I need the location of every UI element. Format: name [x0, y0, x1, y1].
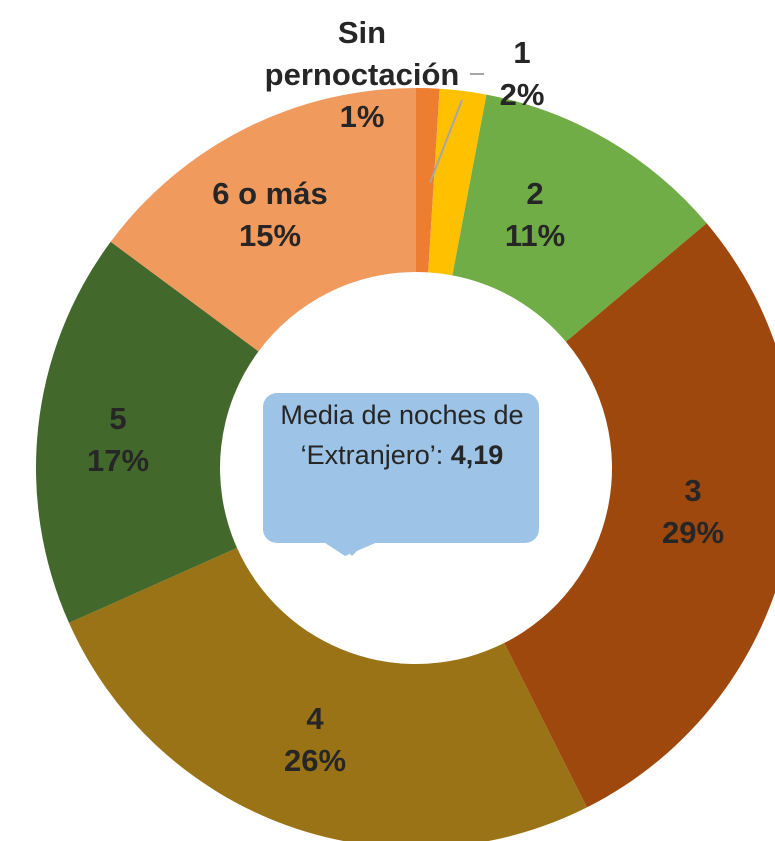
donut-slice	[504, 223, 775, 808]
value-label: 2%	[499, 77, 545, 112]
category-label: 3	[684, 473, 702, 508]
donut-slice	[110, 88, 417, 352]
value-label: 26%	[283, 743, 347, 778]
category-label: 2	[526, 176, 544, 211]
donut-slice	[69, 547, 587, 841]
slice-label: Sin pernoctación 1%	[247, 12, 477, 138]
value-label: 11%	[504, 218, 566, 253]
value-label: 15%	[238, 218, 302, 253]
donut-slice	[35, 241, 259, 623]
donut-slice	[416, 88, 440, 273]
slice-label: 5 17%	[58, 398, 178, 482]
category-label: Sin pernoctación	[264, 15, 460, 92]
donut-slice	[452, 94, 707, 342]
donut-slice	[428, 88, 487, 276]
annotation-text: Media de noches de ‘Extranjero’:	[280, 400, 524, 470]
slice-label: 1 2%	[482, 32, 562, 116]
category-label: 4	[306, 701, 324, 736]
callout-text: Media de noches de ‘Extranjero’: 4,19	[268, 395, 536, 475]
slice-label: 6 o más 15%	[170, 173, 370, 257]
value-label: 29%	[661, 515, 725, 550]
callout-box	[263, 393, 539, 543]
annotation-value: 4,19	[450, 440, 504, 470]
category-label: 6 o más	[212, 176, 328, 211]
slice-label: 3 29%	[633, 470, 753, 554]
slice-label: 2 11%	[475, 173, 595, 257]
value-label: 17%	[86, 443, 150, 478]
slice-label: 4 26%	[255, 698, 375, 782]
category-label: 1	[513, 35, 531, 70]
value-label: 1%	[339, 99, 385, 134]
category-label: 5	[109, 401, 127, 436]
leader-line	[429, 99, 463, 184]
callout-tail	[322, 541, 380, 556]
